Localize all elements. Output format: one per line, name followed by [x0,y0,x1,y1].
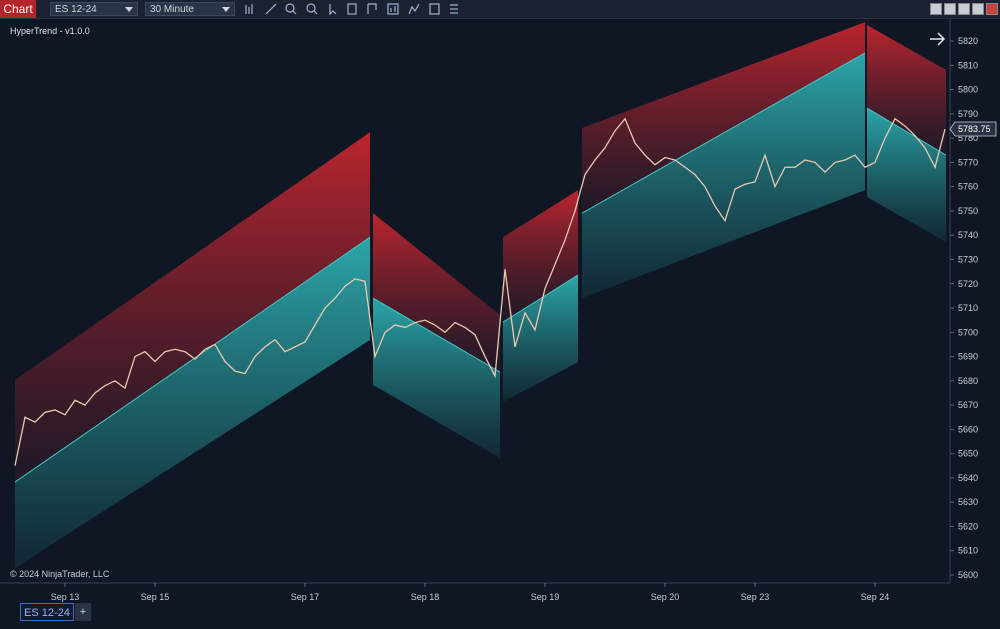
trend-line [866,107,947,156]
trend-line [14,236,371,483]
upper-band [867,25,946,156]
indicator-icon[interactable] [408,3,420,15]
y-tick-label: 5710 [958,303,978,313]
upper-band [373,213,500,373]
y-tick-label: 5770 [958,157,978,167]
y-tick-label: 5800 [958,85,978,95]
y-tick-label: 5650 [958,449,978,459]
strategy-icon[interactable] [387,3,399,15]
plot-area [14,22,947,568]
y-tick-label: 5620 [958,521,978,531]
chart-tab[interactable]: Chart [0,0,36,18]
indicator-label: HyperTrend - v1.0.0 [10,26,90,36]
maximize-button[interactable] [972,3,984,15]
chart: HyperTrend - v1.0.0 © 2024 NinjaTrader, … [0,19,997,602]
lower-band [15,237,370,568]
lower-band [582,52,865,299]
x-tick-label: Sep 18 [411,592,440,602]
last-price-label: 5783.75 [958,124,991,134]
x-tick-label: Sep 13 [51,592,80,602]
upper-band [15,132,370,483]
y-tick-label: 5760 [958,182,978,192]
x-tick-label: Sep 24 [861,592,890,602]
y-tick-label: 5640 [958,473,978,483]
instrument-tab[interactable]: ES 12-24 [20,603,74,621]
close-button[interactable] [986,3,998,15]
minimize-button[interactable] [958,3,970,15]
add-tab[interactable]: + [75,603,91,621]
lower-band [503,275,578,402]
interval-select[interactable]: 30 Minute [145,2,235,16]
y-tick-label: 5750 [958,206,978,216]
last-price-tag [949,121,997,137]
y-tick-label: 5670 [958,400,978,410]
y-tick-label: 5600 [958,570,978,580]
y-tick-label: 5610 [958,546,978,556]
y-tick-label: 5690 [958,352,978,362]
toolbar: Chart ES 12-24 30 Minute [0,0,1000,19]
x-tick-label: Sep 17 [291,592,320,602]
y-tick-label: 5810 [958,60,978,70]
x-tick-label: Sep 20 [651,592,680,602]
y-tick-label: 5700 [958,327,978,337]
toolbar-icons [245,3,458,16]
instrument-select[interactable]: ES 12-24 [50,2,138,16]
template-icon[interactable] [367,3,377,14]
bottom-tabs: ES 12-24 + [0,603,1000,629]
trend-line [502,274,579,323]
lower-band [373,298,500,459]
x-tick-label: Sep 15 [141,592,170,602]
y-tick-label: 5790 [958,109,978,119]
zoom-out-icon[interactable] [306,3,318,15]
y-tick-label: 5630 [958,497,978,507]
x-tick-label: Sep 19 [531,592,560,602]
zoom-in-icon[interactable] [285,3,297,15]
checklist-icon[interactable] [429,3,440,15]
list-icon[interactable] [450,4,458,14]
copyright: © 2024 NinjaTrader, LLC [10,569,110,579]
window-button[interactable] [930,3,942,15]
trend-line [372,297,501,373]
scroll-arrow[interactable] [930,32,946,46]
bars-icon[interactable] [245,4,253,14]
upper-band [582,22,865,214]
y-tick-label: 5730 [958,254,978,264]
y-tick-label: 5680 [958,376,978,386]
y-tick-label: 5660 [958,424,978,434]
window-button[interactable] [944,3,956,15]
y-tick-label: 5780 [958,133,978,143]
upper-band [503,190,578,323]
draw-icon[interactable] [265,3,277,15]
properties-icon[interactable] [347,3,357,15]
x-tick-label: Sep 23 [741,592,770,602]
y-tick-label: 5820 [958,36,978,46]
pointer-icon[interactable] [329,4,337,16]
y-tick-label: 5740 [958,230,978,240]
trend-line [581,52,866,214]
lower-band [867,108,946,243]
y-tick-label: 5720 [958,279,978,289]
price-line [14,117,946,466]
